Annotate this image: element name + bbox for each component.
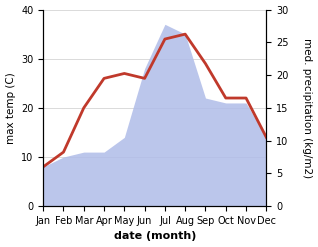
Y-axis label: max temp (C): max temp (C) <box>5 72 16 144</box>
Y-axis label: med. precipitation (kg/m2): med. precipitation (kg/m2) <box>302 38 313 178</box>
X-axis label: date (month): date (month) <box>114 231 196 242</box>
